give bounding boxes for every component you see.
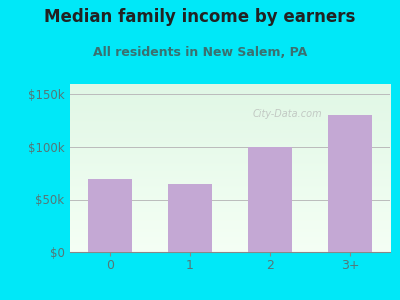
Text: Median family income by earners: Median family income by earners [44, 8, 356, 26]
Bar [248, 147, 292, 252]
Bar [168, 184, 212, 252]
Text: All residents in New Salem, PA: All residents in New Salem, PA [93, 46, 307, 59]
Bar [88, 178, 132, 252]
Text: City-Data.com: City-Data.com [253, 109, 322, 119]
Bar [328, 116, 372, 252]
